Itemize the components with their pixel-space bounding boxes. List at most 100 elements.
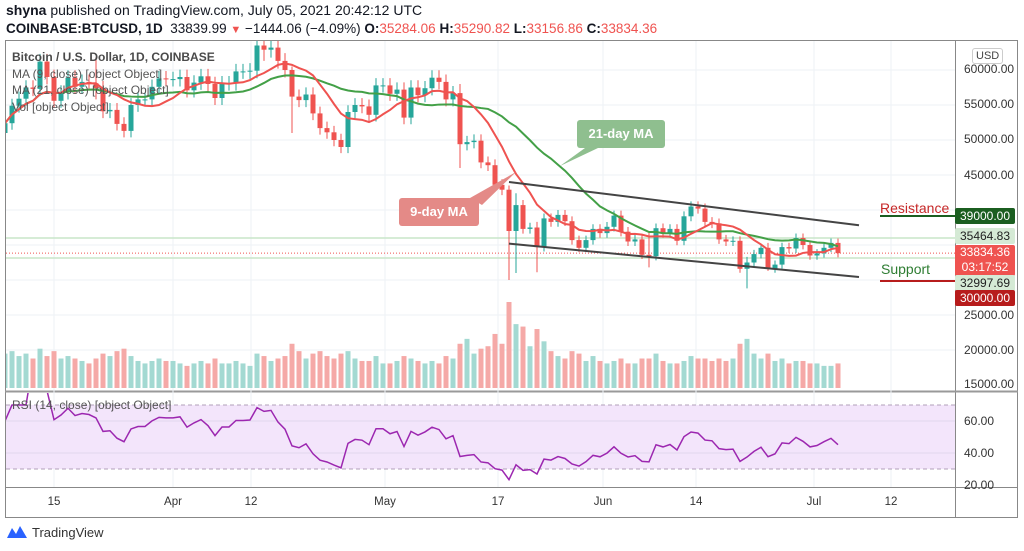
- volume-bar: [303, 358, 309, 388]
- price-tick: 15000.00: [964, 377, 1015, 391]
- candle-body: [16, 98, 22, 106]
- candle: [667, 224, 673, 238]
- candle-body: [422, 88, 428, 96]
- volume-bar: [289, 343, 295, 388]
- volume-bar: [408, 358, 414, 388]
- candle-body: [534, 227, 540, 248]
- candle-body: [765, 247, 771, 269]
- upper-line-price-tag: 35464.83: [955, 228, 1015, 244]
- candle: [247, 63, 253, 79]
- candle-body: [513, 205, 519, 231]
- volume-bar: [135, 360, 141, 388]
- candle: [758, 243, 764, 259]
- volume-bar: [499, 343, 505, 388]
- candle: [471, 134, 477, 149]
- candle-body: [44, 61, 50, 77]
- legend-title: Bitcoin / U.S. Dollar, 1D, COINBASE: [12, 50, 215, 64]
- candle: [142, 92, 148, 107]
- candle-body: [443, 81, 449, 100]
- candle: [422, 80, 428, 103]
- lower-channel-line: [508, 242, 860, 278]
- legend-volume[interactable]: Vol [object Object]: [12, 100, 109, 114]
- open-label: O:: [364, 21, 380, 36]
- candle: [569, 216, 575, 245]
- candle: [723, 234, 729, 246]
- candle-body: [485, 162, 491, 166]
- tradingview-logo[interactable]: TradingView: [6, 524, 104, 540]
- volume-bar: [156, 358, 162, 388]
- candle-body: [625, 231, 631, 242]
- candle: [653, 223, 659, 261]
- candle-body: [128, 105, 134, 131]
- rsi-pane: [6, 393, 955, 482]
- volume-bar: [492, 333, 498, 388]
- candle: [233, 63, 239, 91]
- volume-bar: [800, 360, 806, 388]
- candle-body: [653, 228, 659, 257]
- candle: [590, 224, 596, 245]
- candle-body: [51, 77, 57, 101]
- open-value: 35284.06: [379, 21, 436, 36]
- volume-bar: [121, 348, 127, 388]
- upper-channel-line: [508, 181, 860, 227]
- volume-bar: [779, 358, 785, 388]
- candle-body: [611, 215, 617, 227]
- candle: [289, 66, 295, 133]
- volume-bar: [653, 353, 659, 388]
- candle: [730, 236, 736, 246]
- volume-bar: [359, 360, 365, 388]
- high-label: H:: [439, 21, 454, 36]
- candle: [450, 85, 456, 107]
- candle-body: [205, 76, 211, 84]
- candle-body: [359, 105, 365, 107]
- candle-body: [793, 238, 799, 249]
- candle: [212, 76, 218, 106]
- candle-body: [800, 238, 806, 245]
- candle-body: [352, 105, 358, 112]
- candle: [240, 63, 246, 79]
- candle-body: [366, 106, 372, 115]
- candle: [128, 98, 134, 138]
- currency-button[interactable]: USD: [972, 48, 1004, 64]
- candle-body: [583, 240, 589, 248]
- candle-body: [688, 206, 694, 217]
- legend-rsi[interactable]: RSI (14, close) [object Object]: [12, 398, 172, 412]
- candle: [219, 75, 225, 106]
- candle-body: [177, 77, 183, 80]
- candle: [170, 71, 176, 87]
- volume-bar: [226, 363, 232, 388]
- candle-body: [324, 128, 330, 133]
- lower-line-price-tag: 32997.69: [955, 275, 1015, 291]
- price-pane: [6, 41, 955, 289]
- candle: [338, 133, 344, 154]
- volume-bar: [247, 365, 253, 388]
- volume-bar: [352, 358, 358, 388]
- candle-body: [30, 87, 36, 89]
- candle-body: [387, 85, 393, 94]
- time-label: 12: [884, 496, 898, 508]
- author-name[interactable]: shyna: [6, 2, 47, 18]
- candle-body: [674, 228, 680, 241]
- candle-body: [289, 70, 295, 97]
- candle: [632, 234, 638, 246]
- volume-bar: [457, 343, 463, 388]
- candle: [387, 78, 393, 101]
- volume-bar: [597, 360, 603, 388]
- volume-bar: [37, 348, 43, 388]
- legend-ma9[interactable]: MA (9, close) [object Object]: [12, 67, 163, 81]
- candle: [681, 211, 687, 246]
- volume-bar: [373, 356, 379, 388]
- volume-bar: [807, 363, 813, 388]
- candle: [296, 89, 302, 108]
- candle-body: [338, 140, 344, 147]
- price-change: −1444.06 (−4.09%): [245, 21, 361, 36]
- candle-body: [135, 99, 141, 105]
- legend-ma21[interactable]: MA (21, close) [object Object]: [12, 83, 169, 97]
- candle-body: [6, 123, 8, 133]
- ma9-callout: 9-day MA: [399, 198, 479, 226]
- candle: [541, 213, 547, 252]
- volume-bar: [611, 360, 617, 388]
- candle: [352, 98, 358, 119]
- volume-bar: [695, 358, 701, 388]
